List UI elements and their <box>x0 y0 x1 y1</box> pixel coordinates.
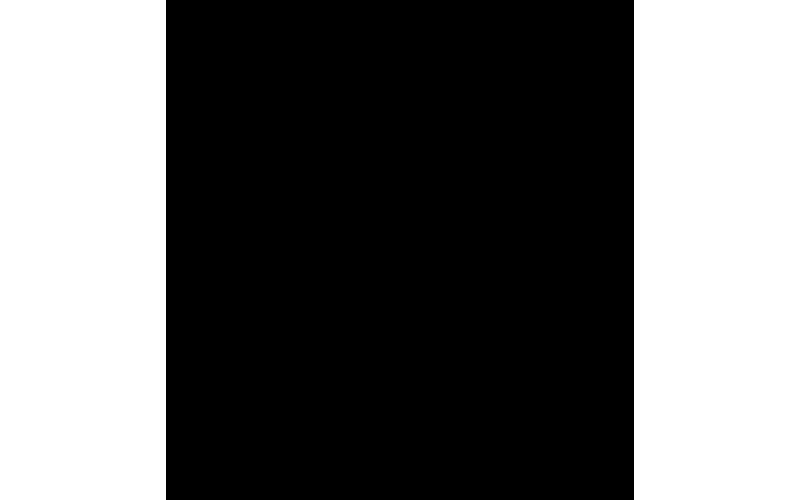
black-square <box>166 0 634 500</box>
canvas <box>0 0 800 500</box>
